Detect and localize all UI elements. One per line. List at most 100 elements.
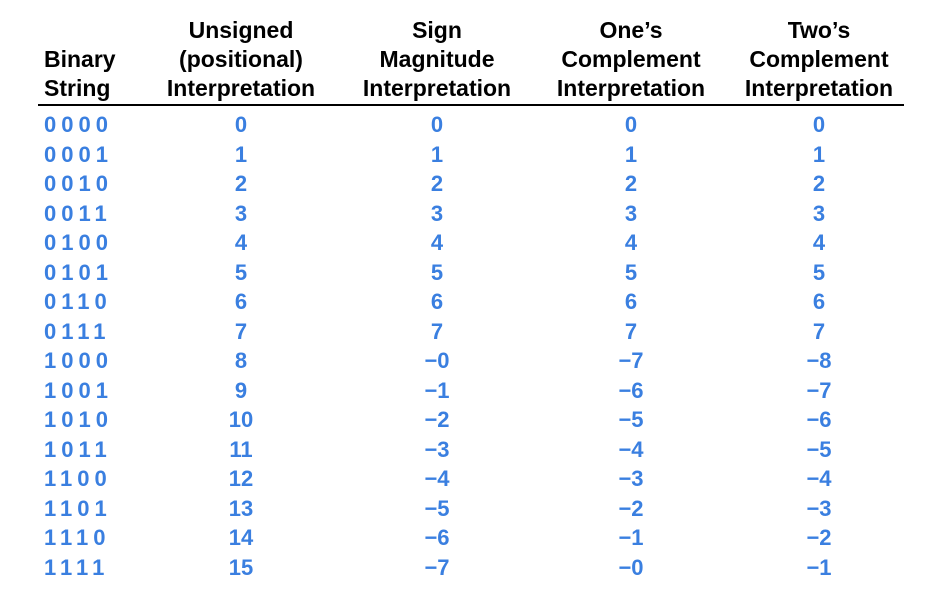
- table-row: 1001 9 −1 −6 −7: [38, 376, 904, 406]
- header-ones-complement-line-1: One’s: [599, 17, 663, 43]
- table-row: 1000 8 −0 −7 −8: [38, 346, 904, 376]
- table-row: 1011 11 −3 −4 −5: [38, 435, 904, 465]
- cell-ones-complement: −2: [618, 495, 644, 521]
- cell-binary: 1110: [44, 525, 111, 550]
- cell-sign-magnitude: 2: [430, 171, 444, 196]
- cell-unsigned: 9: [234, 377, 248, 403]
- table-row: 0010 2 2 2 2: [38, 169, 904, 199]
- header-ones-complement-line-2: Complement: [561, 46, 701, 72]
- cell-sign-magnitude: 0: [430, 112, 444, 137]
- header-twos-complement: Two’s Complement Interpretation: [734, 16, 904, 104]
- header-ones-complement-line-3: Interpretation: [556, 75, 706, 101]
- cell-unsigned: 15: [228, 554, 254, 580]
- cell-unsigned: 12: [228, 466, 254, 491]
- cell-sign-magnitude: 7: [430, 318, 444, 344]
- cell-unsigned: 4: [234, 230, 248, 255]
- cell-binary: 0011: [44, 200, 112, 226]
- cell-twos-complement: 7: [812, 318, 826, 344]
- cell-binary: 0010: [44, 171, 113, 196]
- cell-ones-complement: 3: [624, 200, 638, 226]
- cell-binary: 1000: [44, 348, 113, 373]
- cell-unsigned: 7: [234, 318, 248, 344]
- header-unsigned-line-1: Unsigned: [188, 17, 294, 43]
- cell-binary: 0111: [44, 318, 111, 344]
- cell-sign-magnitude: 3: [430, 200, 444, 226]
- cell-twos-complement: 0: [812, 112, 826, 137]
- cell-twos-complement: −3: [806, 495, 832, 521]
- cell-binary: 0000: [44, 112, 113, 137]
- cell-ones-complement: −4: [618, 436, 644, 462]
- header-binary-line-1: Binary: [44, 46, 116, 72]
- cell-twos-complement: 2: [812, 171, 826, 196]
- cell-twos-complement: −5: [806, 436, 832, 462]
- cell-twos-complement: 1: [812, 141, 826, 167]
- table-row: 0000 0 0 0 0: [38, 110, 904, 140]
- cell-unsigned: 14: [228, 525, 254, 550]
- header-rule: [38, 104, 904, 106]
- cell-ones-complement: 5: [624, 259, 638, 285]
- cell-unsigned: 0: [234, 112, 248, 137]
- header-binary-string: Binary String: [44, 16, 134, 104]
- table-row: 0100 4 4 4 4: [38, 228, 904, 258]
- table-row: 0101 5 5 5 5: [38, 258, 904, 288]
- cell-sign-magnitude: −1: [424, 377, 450, 403]
- cell-sign-magnitude: −0: [424, 348, 450, 373]
- cell-binary: 1111: [44, 554, 110, 580]
- cell-ones-complement: −0: [618, 554, 644, 580]
- cell-twos-complement: 4: [812, 230, 826, 255]
- cell-ones-complement: −6: [618, 377, 644, 403]
- cell-unsigned: 11: [229, 436, 253, 462]
- cell-binary: 0001: [44, 141, 113, 167]
- header-sign-magnitude-line-3: Interpretation: [362, 75, 512, 101]
- cell-twos-complement: −2: [806, 525, 832, 550]
- cell-unsigned: 10: [228, 407, 254, 432]
- table-row: 1100 12 −4 −3 −4: [38, 464, 904, 494]
- table-row: 1110 14 −6 −1 −2: [38, 523, 904, 553]
- cell-twos-complement: 5: [812, 259, 826, 285]
- cell-ones-complement: 4: [624, 230, 638, 255]
- table-row: 0011 3 3 3 3: [38, 199, 904, 229]
- cell-unsigned: 8: [234, 348, 248, 373]
- cell-binary: 1001: [44, 377, 113, 403]
- cell-sign-magnitude: 6: [430, 289, 444, 314]
- cell-twos-complement: −4: [806, 466, 832, 491]
- table-row: 0110 6 6 6 6: [38, 287, 904, 317]
- cell-ones-complement: −5: [618, 407, 644, 432]
- cell-sign-magnitude: −7: [424, 554, 450, 580]
- header-sign-magnitude-line-1: Sign: [412, 17, 462, 43]
- cell-ones-complement: 2: [624, 171, 638, 196]
- header-unsigned: Unsigned (positional) Interpretation: [148, 16, 334, 104]
- table-row: 0001 1 1 1 1: [38, 140, 904, 170]
- cell-twos-complement: −6: [806, 407, 832, 432]
- cell-sign-magnitude: −4: [424, 466, 450, 491]
- header-ones-complement: One’s Complement Interpretation: [538, 16, 724, 104]
- header-unsigned-line-2: (positional): [179, 46, 303, 72]
- cell-sign-magnitude: 1: [430, 141, 444, 167]
- cell-ones-complement: 6: [624, 289, 638, 314]
- cell-ones-complement: −3: [618, 466, 644, 491]
- cell-ones-complement: −7: [618, 348, 644, 373]
- cell-unsigned: 1: [234, 141, 248, 167]
- cell-unsigned: 2: [234, 171, 248, 196]
- cell-twos-complement: −1: [806, 554, 832, 580]
- header-twos-complement-line-2: Complement: [749, 46, 889, 72]
- cell-ones-complement: 1: [624, 141, 638, 167]
- cell-sign-magnitude: −3: [424, 436, 450, 462]
- header-twos-complement-line-1: Two’s: [787, 17, 851, 43]
- header-unsigned-line-3: Interpretation: [166, 75, 316, 101]
- cell-twos-complement: 3: [812, 200, 826, 226]
- cell-ones-complement: 7: [624, 318, 638, 344]
- header-sign-magnitude-line-2: Magnitude: [379, 46, 495, 72]
- cell-twos-complement: 6: [812, 289, 826, 314]
- cell-binary: 1100: [44, 466, 112, 491]
- cell-ones-complement: 0: [624, 112, 638, 137]
- cell-sign-magnitude: −6: [424, 525, 450, 550]
- cell-sign-magnitude: −5: [424, 495, 450, 521]
- cell-twos-complement: −8: [806, 348, 832, 373]
- cell-unsigned: 13: [228, 495, 254, 521]
- table-row: 0111 7 7 7 7: [38, 317, 904, 347]
- cell-unsigned: 5: [234, 259, 248, 285]
- cell-binary: 1010: [44, 407, 113, 432]
- table-row: 1101 13 −5 −2 −3: [38, 494, 904, 524]
- cell-unsigned: 6: [234, 289, 248, 314]
